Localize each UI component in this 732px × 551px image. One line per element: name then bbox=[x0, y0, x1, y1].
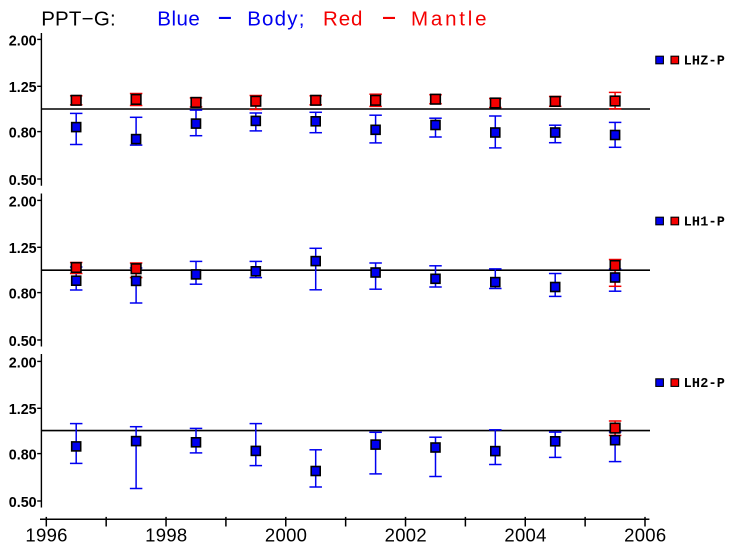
svg-text:Body;: Body; bbox=[247, 7, 305, 30]
svg-text:Mantle: Mantle bbox=[411, 7, 489, 30]
svg-text:1996: 1996 bbox=[25, 524, 67, 545]
svg-text:1.25: 1.25 bbox=[9, 80, 37, 96]
svg-text:2.00: 2.00 bbox=[9, 355, 37, 371]
svg-text:1.25: 1.25 bbox=[9, 241, 37, 257]
svg-text:1998: 1998 bbox=[145, 524, 187, 545]
svg-text:0.80: 0.80 bbox=[9, 287, 37, 303]
svg-text:0.50: 0.50 bbox=[9, 173, 37, 189]
svg-text:Blue: Blue bbox=[157, 7, 200, 30]
svg-text:LH2-P: LH2-P bbox=[684, 377, 726, 392]
svg-text:2.00: 2.00 bbox=[9, 194, 37, 210]
svg-text:2004: 2004 bbox=[504, 524, 546, 545]
svg-text:1.25: 1.25 bbox=[9, 402, 37, 418]
svg-text:2002: 2002 bbox=[385, 524, 427, 545]
svg-text:PPT−G:: PPT−G: bbox=[41, 7, 116, 30]
svg-text:0.80: 0.80 bbox=[9, 448, 37, 464]
svg-text:LHZ-P: LHZ-P bbox=[684, 54, 726, 69]
svg-text:0.50: 0.50 bbox=[9, 334, 37, 350]
svg-text:Red: Red bbox=[323, 7, 363, 30]
svg-text:LH1-P: LH1-P bbox=[684, 215, 726, 230]
svg-text:0.50: 0.50 bbox=[9, 495, 37, 511]
svg-text:2.00: 2.00 bbox=[9, 33, 37, 49]
svg-text:0.80: 0.80 bbox=[9, 126, 37, 142]
svg-text:2006: 2006 bbox=[624, 524, 666, 545]
svg-text:2000: 2000 bbox=[265, 524, 307, 545]
